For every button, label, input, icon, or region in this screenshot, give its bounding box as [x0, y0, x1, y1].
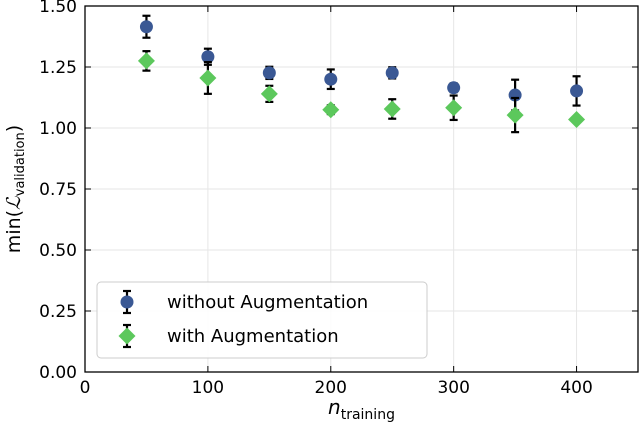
legend-marker — [120, 295, 134, 309]
legend-marker — [118, 327, 136, 345]
y-tick-label: 1.00 — [39, 119, 77, 139]
data-point — [568, 110, 586, 128]
data-point — [324, 72, 338, 86]
y-tick-label: 0.50 — [39, 241, 77, 261]
x-tick-label: 100 — [192, 378, 224, 398]
data-point — [201, 50, 215, 64]
legend: without Augmentation with Augmentation — [96, 281, 428, 359]
data-point — [385, 66, 399, 80]
legend-box — [96, 281, 428, 359]
y-axis-label: min(ℒvalidation) — [3, 125, 28, 253]
x-axis-label-main: n — [328, 395, 341, 419]
x-tick-label: 400 — [560, 378, 592, 398]
legend-entries: without Augmentation with Augmentation — [118, 289, 368, 349]
tick-labels: 0 100 200 300 400 0.00 0.25 0.50 0.75 1.00 1.25 1.5… — [39, 0, 593, 398]
y-tick-label: 1.50 — [39, 0, 77, 17]
data-point — [139, 20, 153, 34]
y-tick-label: 1.25 — [39, 58, 77, 78]
data-point — [445, 99, 463, 117]
data-point — [260, 85, 278, 103]
data-point — [383, 100, 401, 118]
data-point — [506, 106, 524, 124]
data-point — [570, 84, 584, 98]
x-tick-label: 0 — [80, 378, 91, 398]
x-tick-label: 200 — [315, 378, 347, 398]
y-axis-label-suffix: ) — [3, 125, 25, 132]
data-point — [199, 69, 217, 87]
data-point — [262, 66, 276, 80]
ticks — [84, 5, 638, 373]
y-tick-label: 0.00 — [39, 363, 77, 383]
data-point — [322, 101, 340, 119]
data-point — [447, 81, 461, 95]
y-axis-label-sub: validation — [13, 132, 28, 196]
y-axis-label-prefix: min( — [3, 210, 25, 253]
x-axis-label: ntraining — [328, 395, 395, 422]
legend-entry: without Augmentation — [120, 289, 368, 315]
series-layer — [137, 14, 586, 134]
data-point — [137, 52, 155, 70]
legend-label: with Augmentation — [167, 326, 339, 347]
x-tick-label: 300 — [437, 378, 469, 398]
y-axis-label-main: ℒ — [3, 195, 25, 210]
series-with-augmentation — [137, 50, 586, 134]
y-tick-label: 0.25 — [39, 302, 77, 322]
legend-label: without Augmentation — [167, 292, 368, 313]
y-tick-label: 0.75 — [39, 180, 77, 200]
x-axis-label-sub: training — [341, 407, 395, 422]
legend-entry: with Augmentation — [118, 323, 339, 349]
